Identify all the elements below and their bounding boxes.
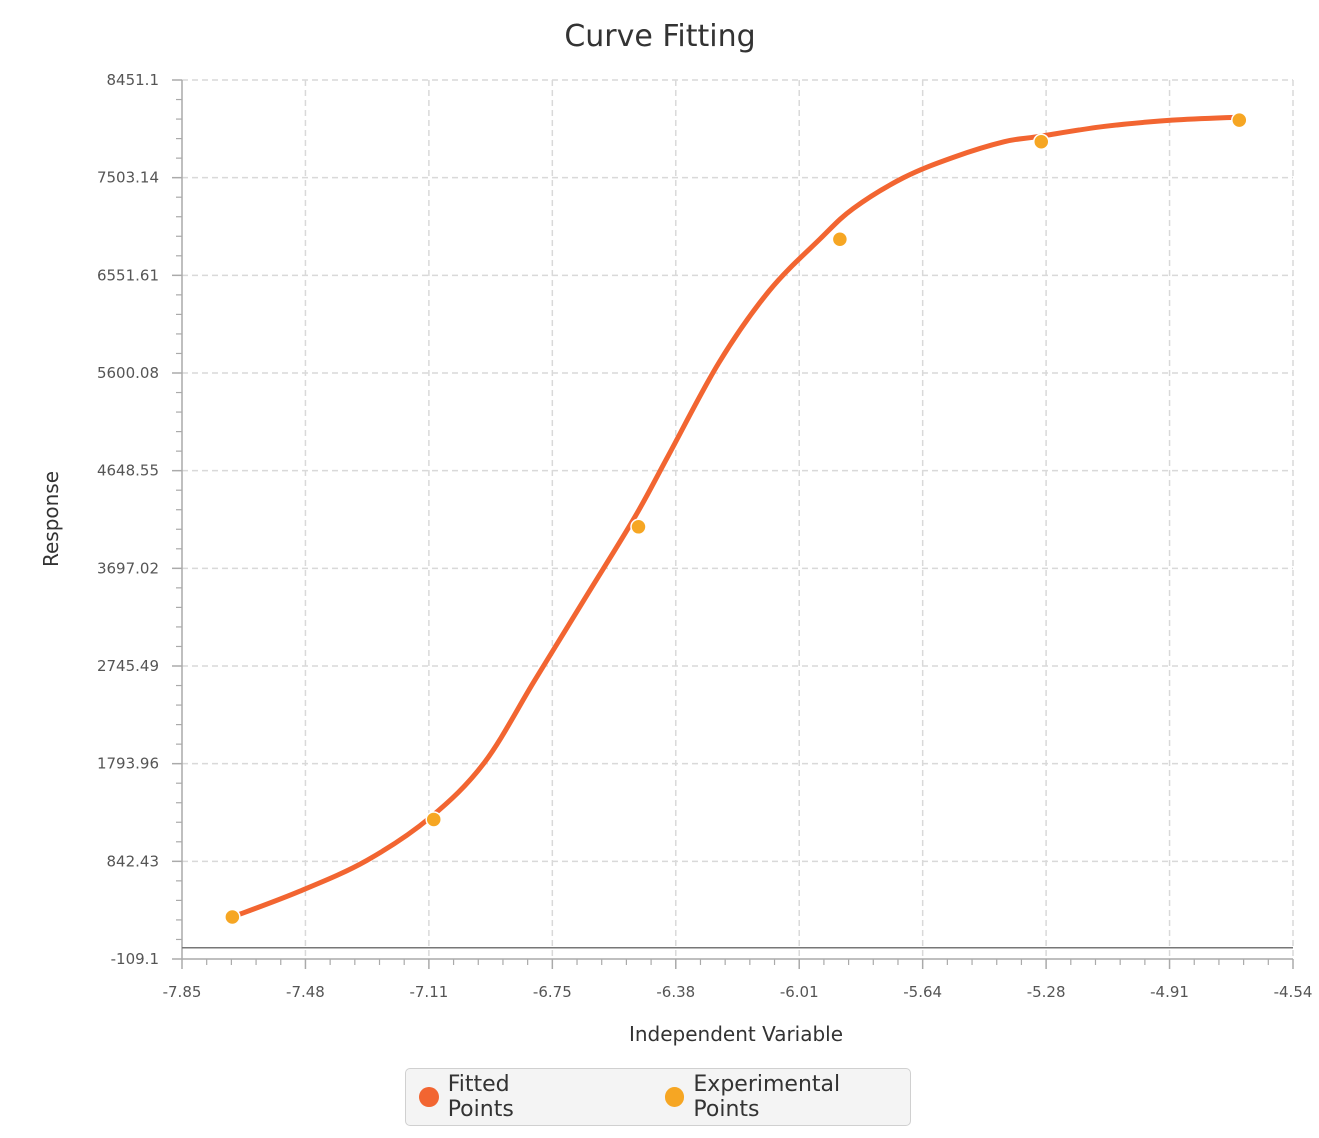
y-tick-label: 2745.49 — [97, 657, 159, 675]
legend-swatch-experimental — [664, 1087, 685, 1107]
series-line-fitted — [229, 114, 1242, 920]
x-tick-label: -7.48 — [286, 983, 325, 1001]
x-axis-title: Independent Variable — [629, 1022, 843, 1046]
data-point-experimental — [1231, 111, 1248, 129]
legend-item-fitted[interactable]: Fitted Points — [419, 1072, 581, 1122]
legend-label-fitted: Fitted Points — [447, 1072, 514, 1122]
data-point-experimental — [630, 518, 647, 536]
x-tick-label: -4.91 — [1150, 983, 1189, 1001]
y-tick-label: 8451.1 — [107, 71, 160, 89]
x-tick-label: -7.11 — [409, 983, 448, 1001]
y-tick-label: 5600.08 — [97, 364, 159, 382]
grid-layer — [182, 79, 1294, 959]
x-tick-label: -5.28 — [1027, 983, 1066, 1001]
series-layer — [224, 111, 1248, 926]
legend-item-experimental[interactable]: Experimental Points — [664, 1072, 910, 1122]
x-tick-label: -7.85 — [163, 983, 202, 1001]
x-tick-label: -4.54 — [1274, 983, 1313, 1001]
x-tick-label: -6.38 — [656, 983, 695, 1001]
legend-label-experimental: Experimental Points — [693, 1072, 841, 1122]
legend-swatch-fitted — [419, 1087, 439, 1107]
x-tick-label: -6.75 — [533, 983, 572, 1001]
y-tick-label: 842.43 — [107, 852, 160, 870]
x-tick-label: -6.01 — [780, 983, 819, 1001]
data-point-experimental — [224, 908, 241, 926]
y-axis-title: Response — [39, 471, 63, 567]
legend: Fitted Points Experimental Points — [405, 1068, 911, 1126]
data-point-experimental — [425, 811, 442, 828]
x-tick-label: -5.64 — [903, 983, 942, 1001]
y-tick-label: 3697.02 — [97, 559, 159, 577]
y-tick-label: -109.1 — [111, 950, 159, 968]
y-tick-label: 1793.96 — [97, 755, 159, 773]
data-point-experimental — [1033, 133, 1050, 150]
axes-layer: -7.85 -7.48 -7.11 -6.75 -6.38 -6.01 -5.64 -5.28… — [97, 71, 1312, 1001]
y-tick-label: 6551.61 — [97, 266, 159, 284]
chart-title: Curve Fitting — [564, 19, 755, 54]
y-tick-label: 4648.55 — [97, 462, 159, 480]
data-point-experimental — [831, 231, 849, 248]
y-tick-label: 7503.14 — [97, 169, 159, 187]
